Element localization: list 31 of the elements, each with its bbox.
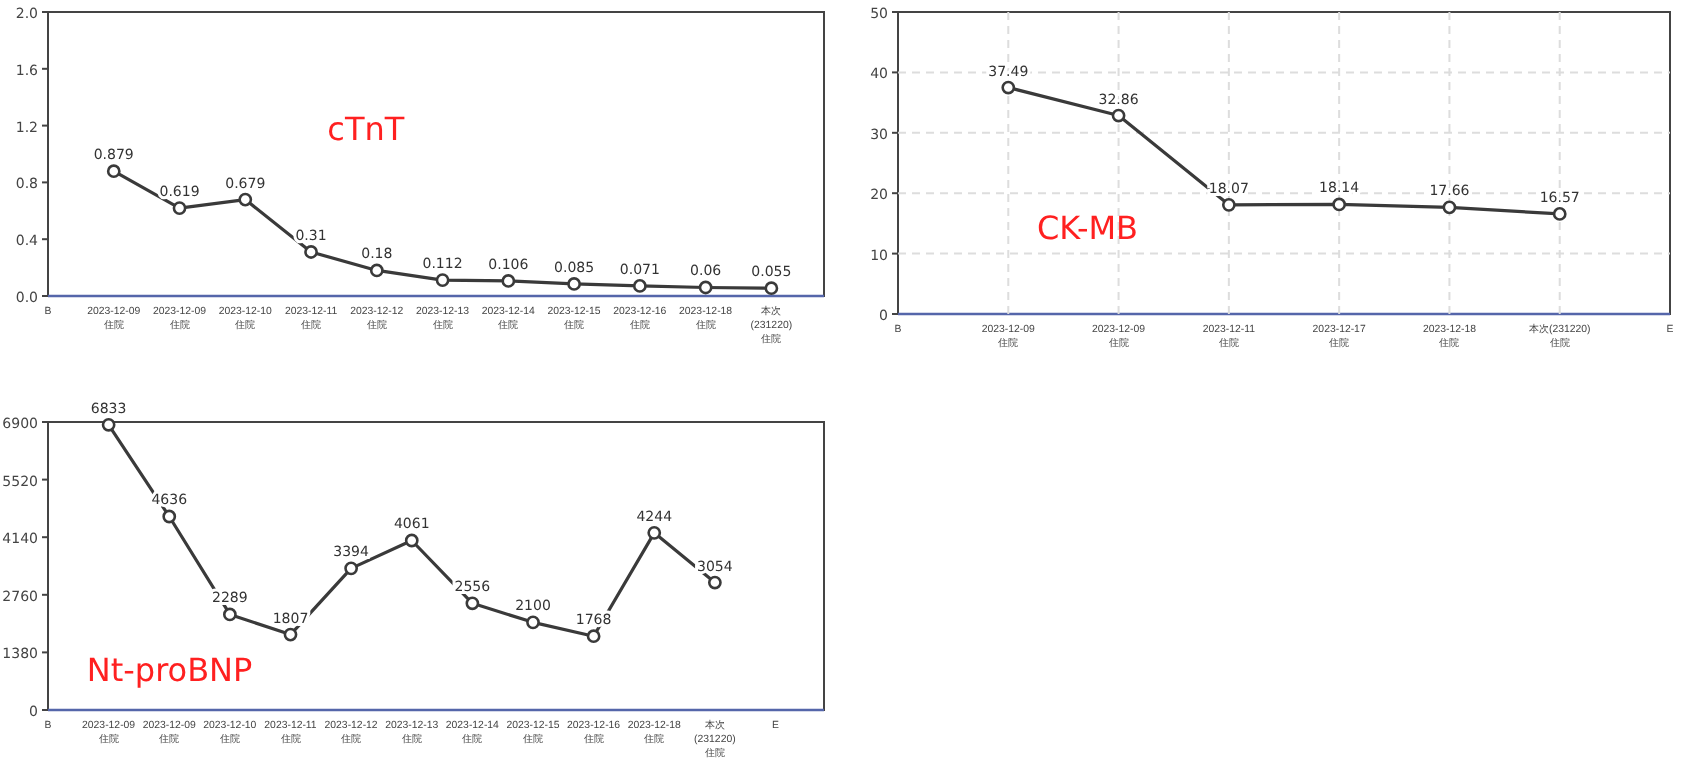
- point: [369, 263, 384, 278]
- point: [465, 596, 480, 611]
- point: [1001, 80, 1016, 95]
- annotation: CK-MB: [1036, 208, 1139, 247]
- point: [172, 201, 187, 215]
- point: [632, 279, 647, 293]
- point: [238, 192, 253, 207]
- annotation: Nt-proBNP: [86, 651, 254, 690]
- point: [526, 615, 540, 630]
- point: [586, 629, 601, 644]
- point: [283, 627, 298, 642]
- point: [404, 533, 419, 548]
- point: [647, 525, 662, 540]
- point: [1221, 197, 1236, 212]
- point: [1111, 108, 1126, 123]
- point: [101, 417, 116, 432]
- annotation: cTnT: [327, 109, 405, 148]
- point: [707, 575, 722, 590]
- point: [764, 281, 779, 296]
- point: [222, 607, 237, 622]
- point: [162, 509, 177, 524]
- point: [344, 561, 359, 576]
- point: [567, 277, 581, 291]
- point: [106, 164, 121, 179]
- point: [1442, 200, 1457, 215]
- point: [304, 245, 318, 259]
- point: [1332, 197, 1347, 212]
- point: [501, 274, 516, 288]
- point: [698, 280, 713, 295]
- point: [1552, 207, 1567, 221]
- point: [435, 273, 450, 287]
